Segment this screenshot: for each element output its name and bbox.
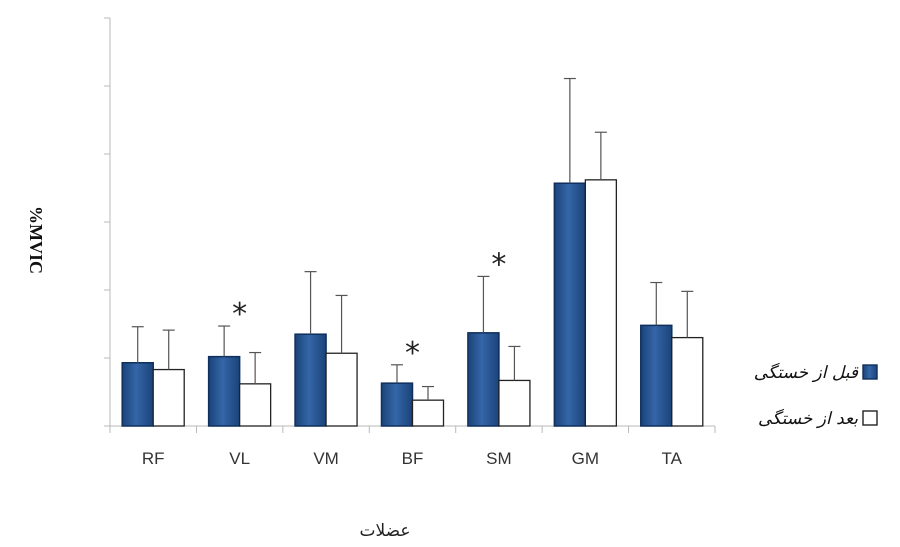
bar-before-vl — [207, 355, 241, 427]
bar-after-bf — [411, 399, 445, 427]
x-tick-labels: RF VL VM BF SM GM TA — [142, 449, 683, 468]
bar-after-rf — [152, 368, 185, 427]
significance-mark-bf: * — [405, 336, 420, 371]
x-tick-label-ta: TA — [662, 449, 683, 468]
y-axis-label: %MVIC — [26, 206, 46, 274]
bar-before-bf — [380, 382, 414, 427]
error-bars — [131, 77, 694, 401]
x-tick-label-gm: GM — [572, 449, 599, 468]
x-tick-label-rf: RF — [142, 449, 165, 468]
x-tick-label-bf: BF — [402, 449, 424, 468]
significance-marks: * * * — [232, 247, 506, 370]
bar-before-vm — [294, 333, 327, 427]
x-tick-label-sm: SM — [486, 449, 512, 468]
x-axis-label: عضلات — [359, 521, 410, 541]
x-tick-label-vl: VL — [229, 449, 250, 468]
bars — [121, 179, 704, 427]
legend-label-before: قبل از خستگی — [754, 362, 859, 383]
significance-mark-sm: * — [491, 247, 506, 282]
bar-before-sm — [467, 332, 500, 427]
bar-after-vl — [238, 383, 272, 427]
x-tick-label-vm: VM — [313, 449, 339, 468]
bar-after-ta — [671, 336, 704, 427]
bar-before-rf — [121, 362, 154, 427]
bar-before-ta — [640, 324, 673, 427]
legend-swatch-before — [862, 364, 878, 380]
bar-before-gm — [553, 182, 587, 427]
legend: قبل از خستگی بعد از خستگی — [754, 362, 878, 429]
legend-swatch-after — [862, 410, 878, 426]
bar-after-sm — [498, 379, 531, 427]
bar-after-vm — [325, 352, 358, 427]
significance-mark-vl: * — [232, 297, 247, 332]
legend-label-after: بعد از خستگی — [758, 408, 858, 429]
bar-after-gm — [584, 179, 618, 427]
